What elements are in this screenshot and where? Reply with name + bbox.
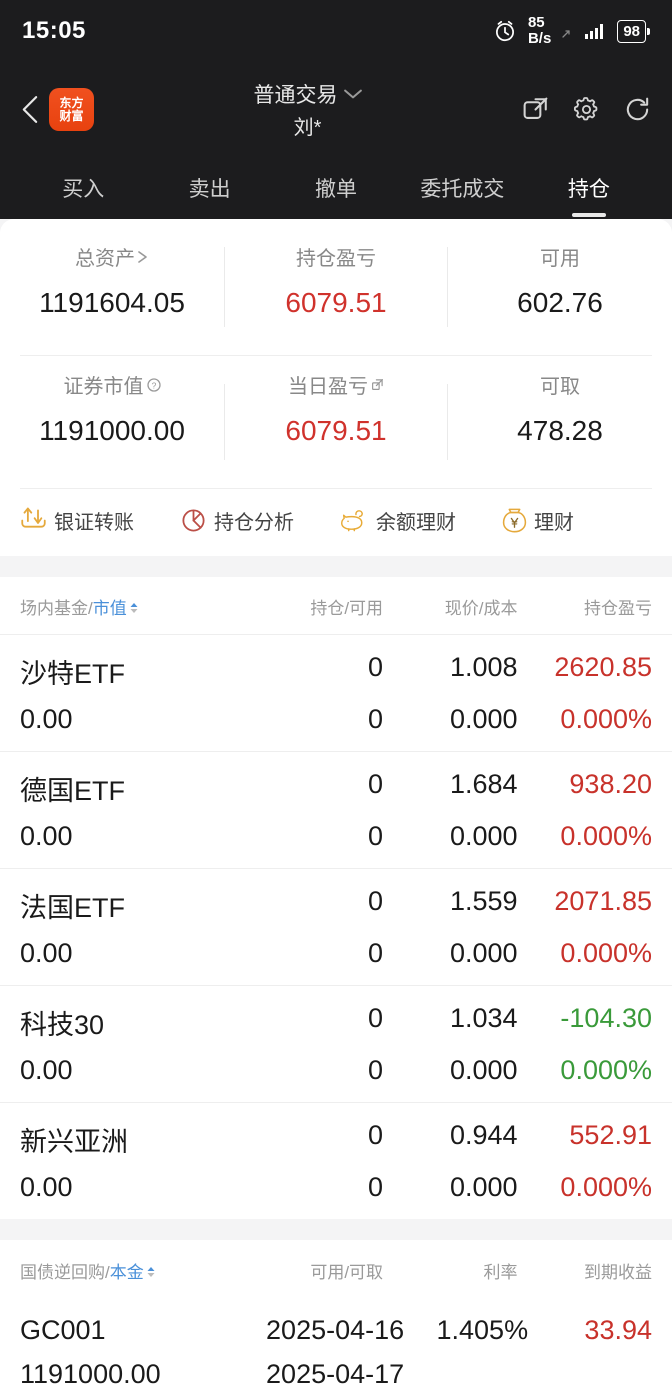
svg-text:?: ? [151, 380, 156, 390]
